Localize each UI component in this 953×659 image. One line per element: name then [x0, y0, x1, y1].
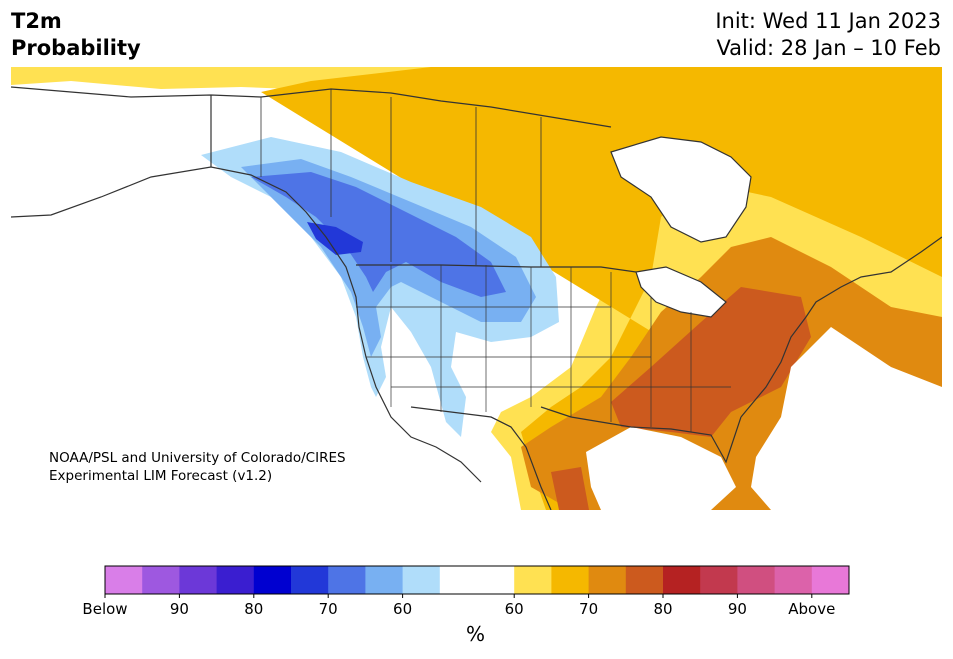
colorbar-tick-label: 60: [393, 600, 412, 618]
colorbar-cell: [625, 566, 664, 594]
colorbar-cell: [216, 566, 255, 594]
colorbar-tick-label: 90: [728, 600, 747, 618]
colorbar-unit: %: [466, 622, 486, 646]
great-lakes: [636, 267, 726, 317]
colorbar-cell: [700, 566, 738, 594]
colorbar-tick-label: 80: [653, 600, 672, 618]
valid-period: Valid: 28 Jan – 10 Feb: [716, 36, 941, 60]
colorbar-cell: [142, 566, 180, 594]
variable-label: T2m: [11, 9, 62, 33]
atlantic-coastline: [740, 236, 942, 418]
colorbar-cell: [179, 566, 218, 594]
shade-below-70: [251, 172, 506, 297]
colorbar-cell: [737, 566, 776, 594]
pacific-coastline: [11, 166, 482, 483]
us-states: [356, 265, 731, 432]
colorbar-cell: [402, 566, 441, 594]
colorbar: Below 90 80 70 60 60 70 80 90 Above: [82, 565, 850, 618]
colorbar-cell: [477, 566, 515, 594]
below-normal-shading: [201, 137, 559, 437]
colorbar-cell: [365, 566, 404, 594]
colorbar-cell: [811, 566, 850, 594]
colorbar-tick-label: 70: [579, 600, 598, 618]
colorbar-tick-label: Above: [788, 600, 835, 618]
colorbar-cells: [105, 566, 850, 594]
colorbar-cell: [439, 566, 478, 594]
colorbar-cell: [663, 566, 701, 594]
map-title: T2m Probability: [11, 8, 141, 62]
credit-line-2: Experimental LIM Forecast (v1.2): [49, 468, 273, 484]
colorbar-cell: [328, 566, 366, 594]
shade-above-80: [611, 287, 811, 437]
colorbar-cell: [105, 566, 143, 594]
colorbar-tick-label: 80: [244, 600, 263, 618]
shade-above-60: [261, 67, 942, 510]
canada-provinces: [260, 89, 542, 267]
us-mexico-border: [410, 406, 512, 428]
probability-map: [11, 67, 942, 510]
atlantic-ocean: [751, 327, 942, 510]
colorbar-ticks: Below 90 80 70 60 60 70 80 90 Above: [82, 594, 835, 618]
gulf-of-mexico: [586, 427, 736, 510]
init-date: Init: Wed 11 Jan 2023: [715, 9, 941, 33]
borders: [11, 86, 942, 510]
colorbar-cell: [588, 566, 627, 594]
forecast-dates: Init: Wed 11 Jan 2023 Valid: 28 Jan – 10…: [715, 8, 941, 62]
colorbar-tick-label: 90: [170, 600, 189, 618]
hudson-bay: [611, 137, 751, 242]
colorbar-frame: [104, 565, 850, 595]
credit-text: NOAA/PSL and University of Colorado/CIRE…: [49, 449, 346, 485]
shade-above-80-texas: [551, 467, 589, 510]
gulf-coast-us: [540, 406, 742, 464]
colorbar-cell: [514, 566, 552, 594]
hudson-bay-shore: [610, 136, 752, 243]
water-areas: [11, 137, 942, 510]
colorbar-tick-label: Below: [82, 600, 127, 618]
colorbar-cell: [253, 566, 292, 594]
product-label: Probability: [11, 36, 141, 60]
credit-line-1: NOAA/PSL and University of Colorado/CIRE…: [49, 450, 346, 466]
great-lakes-shore: [635, 266, 727, 318]
colorbar-cell: [291, 566, 329, 594]
colorbar-cell: [551, 566, 590, 594]
colorbar-tick-label: 60: [505, 600, 524, 618]
colorbar-tick-label: 70: [319, 600, 338, 618]
pacific-ocean: [11, 197, 511, 510]
colorbar-cell: [774, 566, 813, 594]
